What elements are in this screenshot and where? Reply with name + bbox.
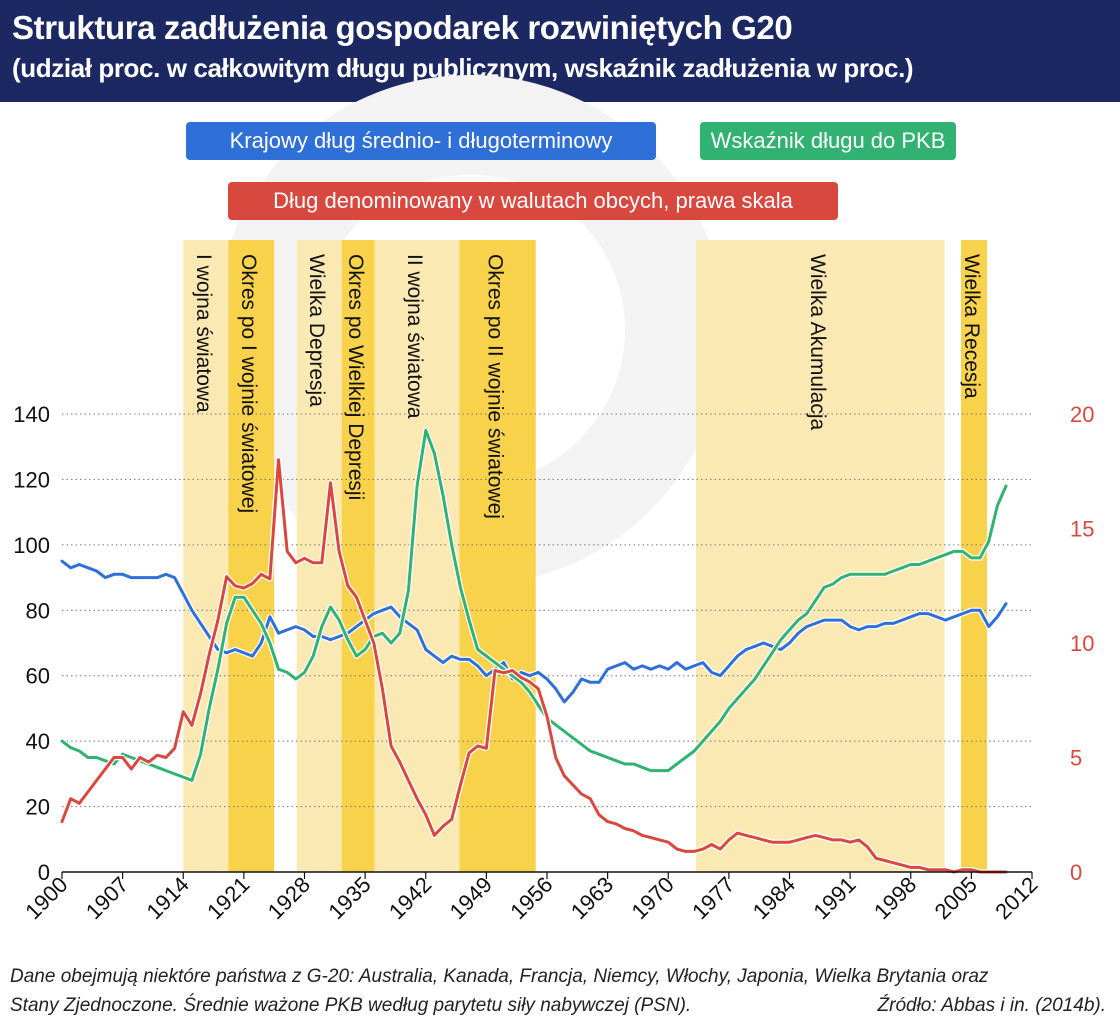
y-left-tick-label: 20: [26, 795, 50, 820]
period-label: Okres po II wojnie światowej: [484, 254, 507, 519]
y-left-tick-label: 0: [38, 860, 50, 885]
x-tick-label: 1984: [748, 872, 800, 924]
x-tick-label: 1914: [141, 872, 193, 924]
legend-foreign-currency-debt: Dług denominowany w walutach obcych, pra…: [228, 182, 838, 220]
x-tick-label: 1921: [202, 872, 254, 924]
period-label: Okres po Wielkiej Depresji: [344, 254, 367, 500]
y-left-tick-label: 60: [26, 664, 50, 689]
x-tick-label: 2012: [990, 872, 1042, 924]
header-banner: Struktura zadłużenia gospodarek rozwinię…: [0, 0, 1120, 102]
chart: 1900 1907 1914 1921 1928 1935 1942 1949 1956 1963…: [13, 75, 1094, 924]
y-right-tick-label: 0: [1070, 860, 1082, 885]
y-left-tick-label: 140: [13, 402, 50, 427]
footnote-line-2: Stany Zjednoczone. Średnie ważone PKB we…: [10, 995, 692, 1016]
y-left-tick-label: 100: [13, 533, 50, 558]
x-tick-label: 2005: [930, 872, 982, 924]
x-tick-label: 1928: [263, 872, 315, 924]
period-band: [374, 240, 460, 872]
period-bands: [183, 240, 987, 872]
x-tick-label: 1935: [323, 872, 375, 924]
x-tick-label: 1942: [384, 872, 436, 924]
source-note: Źródło: Abbas i in. (2014b).: [877, 995, 1106, 1016]
series-line-2: [60, 458, 1008, 874]
period-labels: I wojna światowa Okres po I wojnie świato…: [192, 254, 983, 519]
series-line-1: [60, 428, 1008, 782]
legend-debt-to-gdp: Wskaźnik długu do PKB: [700, 122, 956, 160]
x-tick-label: 1998: [869, 872, 921, 924]
period-label: Wielka Recesja: [960, 254, 983, 399]
legend-domestic-debt: Krajowy dług średnio- i długoterminowy: [186, 122, 656, 160]
y-left-tick-label: 80: [26, 598, 50, 623]
y-left-tick-label: 120: [13, 467, 50, 492]
x-tick-label: 1907: [81, 872, 133, 924]
period-band: [459, 240, 536, 872]
period-label: Okres po I wojnie światowej: [237, 254, 260, 513]
period-band: [183, 240, 229, 872]
period-band: [695, 240, 945, 872]
period-label: Wielka Akumulacja: [806, 254, 829, 431]
period-label: Wielka Depresja: [305, 254, 328, 407]
y-right-tick-label: 20: [1070, 402, 1094, 427]
period-band: [341, 240, 375, 872]
footnote: Dane obejmują niektóre państwa z G-20: A…: [10, 962, 1110, 1020]
period-label: I wojna światowa: [192, 254, 215, 413]
period-band: [228, 240, 275, 872]
y-left-tick-label: 40: [26, 729, 50, 754]
x-tick-label: 1963: [566, 872, 618, 924]
y-right-tick-label: 5: [1070, 746, 1082, 771]
chart-title: Struktura zadłużenia gospodarek rozwinię…: [12, 9, 793, 46]
x-tick-label: 1991: [808, 872, 860, 924]
y-right-tick-label: 10: [1070, 631, 1094, 656]
x-tick-label: 1949: [445, 872, 497, 924]
period-label: II wojna światowa: [403, 254, 426, 419]
x-tick-label: 1977: [687, 872, 739, 924]
y-right-tick-label: 15: [1070, 517, 1094, 542]
x-tick-label: 1956: [505, 872, 557, 924]
series-lines: [59, 427, 1009, 875]
footnote-line-1: Dane obejmują niektóre państwa z G-20: A…: [10, 966, 989, 987]
x-tick-label: 1970: [626, 872, 678, 924]
